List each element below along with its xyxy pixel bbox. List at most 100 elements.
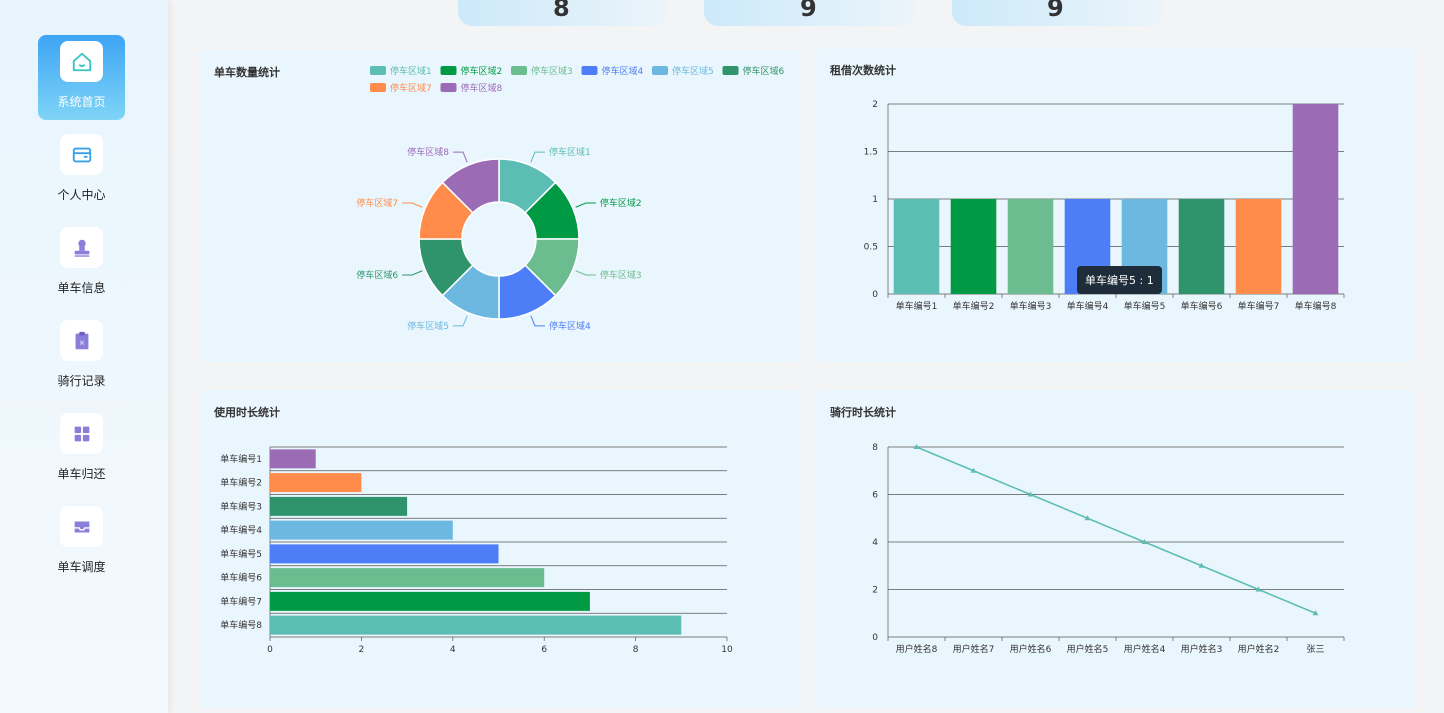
pie-label: 停车区域1	[549, 146, 591, 158]
sidebar-item-personal[interactable]: 个人中心	[38, 128, 125, 213]
pie-chart[interactable]: 停车区域1 停车区域2 停车区域3 停车区域4 停车区域5 停车区域6 停车区域7 停车区域8…	[200, 50, 800, 362]
bar	[270, 591, 590, 611]
stat-value: 9	[1047, 0, 1064, 22]
x-tick-label: 6	[541, 645, 547, 655]
x-tick-label: 单车编号3	[1010, 300, 1052, 312]
x-tick-label: 用户姓名5	[1067, 643, 1109, 655]
y-tick-label: 单车编号3	[220, 500, 262, 512]
pie-label: 停车区域2	[600, 197, 642, 209]
x-tick-label: 8	[633, 645, 639, 655]
rental-count-panel: 租借次数统计 0 0.5 1 1.5 2 单车编号1 单车编号2 单车编号3 单车编号4 单车编号…	[816, 48, 1416, 362]
y-tick-label: 2	[872, 100, 878, 110]
chart-tooltip: 单车编号5 : 1	[1077, 266, 1162, 294]
sidebar-item-home[interactable]: 系统首页	[38, 35, 125, 120]
bar-chart[interactable]: 0 0.5 1 1.5 2 单车编号1 单车编号2 单车编号3 单车编号4 单车编号5 单车编号6 单…	[816, 48, 1416, 362]
pie-label-line	[530, 151, 545, 163]
x-tick-label: 单车编号6	[1181, 300, 1223, 312]
pie-label-line	[575, 270, 596, 276]
usage-duration-panel: 使用时长统计 单车编号1 单车编号2 单车编号3 单车编号4 单车编号5 单车编号6 单车编…	[200, 390, 800, 708]
sidebar-item-label: 系统首页	[57, 95, 106, 109]
bar	[270, 496, 408, 516]
stat-card-bg	[952, 0, 1162, 26]
ride-duration-panel: 骑行时长统计 0 2 4 6 8 用户姓名8 用户姓名7 用户姓名6 用户姓名5 用户姓名4 用户姓…	[816, 390, 1416, 708]
bar	[950, 199, 997, 294]
legend-label: 停车区域2	[461, 65, 503, 77]
stamp-icon	[60, 227, 103, 268]
x-tick-label: 张三	[1306, 644, 1324, 655]
bar	[893, 199, 940, 294]
bar	[1178, 199, 1225, 294]
sidebar-item-label: 单车归还	[57, 467, 106, 481]
x-tick-label: 单车编号7	[1238, 300, 1280, 312]
pie-label-line	[453, 315, 468, 327]
data-point	[1312, 610, 1319, 616]
pie-label: 停车区域7	[356, 197, 398, 209]
pie-label: 停车区域4	[549, 320, 591, 332]
pie-label-line	[402, 202, 423, 208]
sidebar-item-bike-dispatch[interactable]: 单车调度	[38, 500, 125, 585]
chart-title: 使用时长统计	[214, 406, 280, 419]
pie-label: 停车区域5	[407, 320, 449, 332]
legend-label: 停车区域4	[602, 65, 644, 77]
stat-card-bg	[704, 0, 914, 26]
clipboard-icon	[60, 320, 103, 361]
chart-title: 骑行时长统计	[830, 406, 896, 419]
legend-label: 停车区域3	[531, 65, 573, 77]
y-tick-label: 单车编号7	[220, 595, 262, 607]
legend-label: 停车区域8	[461, 82, 503, 94]
x-tick-label: 2	[359, 645, 365, 655]
bar	[270, 568, 545, 588]
legend-swatch	[440, 66, 457, 75]
sidebar-item-bike-info[interactable]: 单车信息	[38, 221, 125, 306]
line-chart[interactable]: 0 2 4 6 8 用户姓名8 用户姓名7 用户姓名6 用户姓名5 用户姓名4 用户姓名3 用户姓名2…	[816, 390, 1416, 708]
sidebar: 系统首页 个人中心 单车信息 骑行记录 单车归还 单车调度	[0, 0, 168, 713]
y-tick-label: 单车编号8	[220, 619, 262, 631]
data-point	[1255, 586, 1262, 592]
bike-count-panel: 单车数量统计 停车区域1 停车区域2 停车区域3 停车区域4 停车区域5 停车区域6 停车区…	[200, 50, 800, 362]
x-tick-label: 用户姓名4	[1124, 643, 1166, 655]
data-point	[913, 444, 920, 449]
x-tick-label: 0	[267, 645, 273, 655]
y-tick-label: 0.5	[864, 243, 878, 253]
pie-label-line	[575, 202, 596, 208]
grid-icon	[60, 413, 103, 454]
data-point	[1027, 491, 1034, 497]
y-tick-label: 2	[872, 586, 878, 596]
pie-label: 停车区域6	[356, 269, 398, 281]
chart-title: 单车数量统计	[214, 66, 280, 79]
bar	[270, 449, 316, 469]
y-tick-label: 1.5	[864, 148, 878, 158]
x-tick-label: 4	[450, 645, 456, 655]
series-line	[916, 446, 1316, 614]
sidebar-item-label: 单车信息	[57, 281, 106, 295]
data-point	[1198, 562, 1205, 568]
stat-value: 8	[553, 0, 570, 22]
sidebar-item-ride-records[interactable]: 骑行记录	[38, 314, 125, 399]
bar	[270, 544, 499, 564]
x-tick-label: 单车编号1	[896, 300, 938, 312]
x-tick-label: 10	[721, 645, 733, 655]
legend-label: 停车区域7	[390, 82, 432, 94]
horizontal-bar-chart[interactable]: 单车编号1 单车编号2 单车编号3 单车编号4 单车编号5 单车编号6 单车编号7 单车编号8…	[200, 390, 800, 708]
bar	[270, 520, 453, 540]
legend-label: 停车区域1	[390, 65, 432, 77]
x-tick-label: 用户姓名8	[896, 643, 938, 655]
y-tick-label: 1	[872, 195, 878, 205]
y-tick-label: 单车编号6	[220, 572, 262, 584]
pie-label-line	[402, 270, 423, 276]
pie-label-line	[530, 315, 545, 327]
x-tick-label: 单车编号5	[1124, 300, 1166, 312]
legend-swatch	[440, 83, 457, 92]
bar	[1235, 199, 1282, 294]
legend-label: 停车区域6	[743, 65, 785, 77]
legend-swatch	[511, 66, 527, 75]
legend-label: 停车区域5	[672, 65, 714, 77]
legend-swatch	[370, 83, 386, 92]
pie-slice	[441, 158, 500, 214]
y-tick-label: 4	[872, 538, 878, 548]
sidebar-item-bike-return[interactable]: 单车归还	[38, 407, 125, 492]
sidebar-item-label: 骑行记录	[57, 374, 106, 388]
bar	[1292, 104, 1339, 294]
inbox-icon	[60, 506, 103, 547]
wallet-icon	[60, 134, 103, 175]
